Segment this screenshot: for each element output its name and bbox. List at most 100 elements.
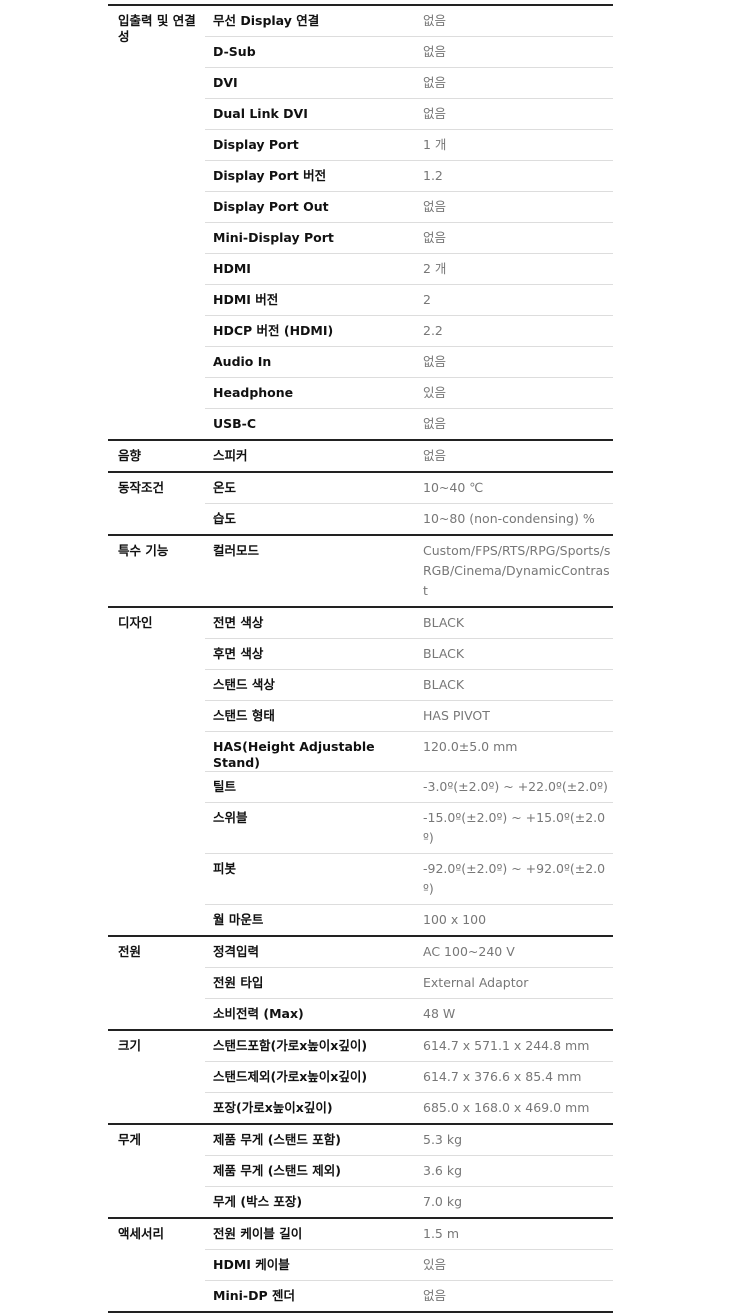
- spec-value: 100 x 100: [423, 912, 487, 927]
- spec-value: 없음: [423, 199, 447, 214]
- section-category: 입출력 및 연결성: [118, 13, 196, 44]
- spec-label: 정격입력: [213, 944, 260, 959]
- spec-value: 1.5 m: [423, 1226, 460, 1241]
- spec-value: 1 개: [423, 137, 447, 152]
- spec-label: Display Port 버전: [213, 168, 327, 183]
- spec-section: 무게 제품 무게 (스탠드 포함) 5.3 kg 제품 무게 (스탠드 제외) 3.6 …: [108, 1125, 613, 1219]
- spec-label: Display Port Out: [213, 199, 329, 214]
- spec-value: 5.3 kg: [423, 1132, 463, 1147]
- spec-row: 소비전력 (Max) 48 W: [205, 999, 613, 1029]
- spec-row: 포장(가로x높이x깊이) 685.0 x 168.0 x 469.0 mm: [205, 1093, 613, 1123]
- section-category: 음향: [118, 448, 142, 463]
- spec-label: 스탠드포함(가로x높이x깊이): [213, 1038, 368, 1053]
- spec-value: 685.0 x 168.0 x 469.0 mm: [423, 1100, 590, 1115]
- spec-table: 입출력 및 연결성 무선 Display 연결 없음 D-Sub 없음 DVI 없음 Dual…: [108, 4, 613, 1313]
- spec-value: HAS PIVOT: [423, 708, 490, 723]
- spec-label: Mini-DP 젠더: [213, 1288, 295, 1303]
- spec-label: Display Port: [213, 137, 299, 152]
- spec-value: 10~40 ℃: [423, 480, 484, 495]
- spec-value: 10~80 (non-condensing) %: [423, 511, 595, 526]
- spec-value: 120.0±5.0 mm: [423, 739, 518, 754]
- spec-row: 습도 10~80 (non-condensing) %: [205, 504, 613, 534]
- spec-row: Display Port 버전 1.2: [205, 161, 613, 192]
- spec-label: 제품 무게 (스탠드 포함): [213, 1132, 341, 1147]
- spec-value: External Adaptor: [423, 975, 529, 990]
- spec-label: 습도: [213, 511, 237, 526]
- spec-label: HDMI 버전: [213, 292, 279, 307]
- spec-section: 입출력 및 연결성 무선 Display 연결 없음 D-Sub 없음 DVI 없음 Dual…: [108, 6, 613, 441]
- section-category: 크기: [118, 1038, 142, 1053]
- spec-row: 온도 10~40 ℃: [205, 473, 613, 504]
- section-rows: 정격입력 AC 100~240 V 전원 타입 External Adaptor 소비전…: [205, 937, 613, 1029]
- section-category: 액세서리: [118, 1226, 165, 1241]
- spec-value: 있음: [423, 1257, 447, 1272]
- spec-label: 무선 Display 연결: [213, 13, 320, 28]
- spec-label: 스탠드 형태: [213, 708, 275, 723]
- spec-row: Headphone 있음: [205, 378, 613, 409]
- spec-row: HAS(Height Adjustable Stand) 120.0±5.0 mm: [205, 732, 613, 772]
- section-rows: 스피커 없음: [205, 441, 613, 471]
- spec-row: 스탠드 형태 HAS PIVOT: [205, 701, 613, 732]
- spec-value: 2.2: [423, 323, 443, 338]
- spec-label: 온도: [213, 480, 237, 495]
- spec-label: Mini-Display Port: [213, 230, 334, 245]
- spec-label: DVI: [213, 75, 238, 90]
- spec-section: 액세서리 전원 케이블 길이 1.5 m HDMI 케이블 있음 Mini-DP 젠더 없음: [108, 1219, 613, 1313]
- spec-row: 스탠드 색상 BLACK: [205, 670, 613, 701]
- spec-section: 크기 스탠드포함(가로x높이x깊이) 614.7 x 571.1 x 244.8 m…: [108, 1031, 613, 1125]
- section-category: 무게: [118, 1132, 142, 1147]
- spec-label: 틸트: [213, 779, 237, 794]
- spec-row: 틸트 -3.0º(±2.0º) ~ +22.0º(±2.0º): [205, 772, 613, 803]
- spec-label: HDMI: [213, 261, 251, 276]
- spec-value: 없음: [423, 106, 447, 121]
- section-rows: 온도 10~40 ℃ 습도 10~80 (non-condensing) %: [205, 473, 613, 534]
- spec-row: 스탠드제외(가로x높이x깊이) 614.7 x 376.6 x 85.4 mm: [205, 1062, 613, 1093]
- spec-value: 3.6 kg: [423, 1163, 463, 1178]
- spec-row: 월 마운트 100 x 100: [205, 905, 613, 935]
- spec-row: 피봇 -92.0º(±2.0º) ~ +92.0º(±2.0º): [205, 854, 613, 905]
- spec-value: 없음: [423, 44, 447, 59]
- spec-row: USB-C 없음: [205, 409, 613, 439]
- spec-label: 소비전력 (Max): [213, 1006, 304, 1021]
- spec-row: 후면 색상 BLACK: [205, 639, 613, 670]
- spec-value: 없음: [423, 416, 447, 431]
- spec-row: Audio In 없음: [205, 347, 613, 378]
- section-rows: 제품 무게 (스탠드 포함) 5.3 kg 제품 무게 (스탠드 제외) 3.6 kg…: [205, 1125, 613, 1217]
- spec-value: BLACK: [423, 677, 465, 692]
- spec-row: 제품 무게 (스탠드 제외) 3.6 kg: [205, 1156, 613, 1187]
- spec-value: 없음: [423, 75, 447, 90]
- spec-row: HDMI 2 개: [205, 254, 613, 285]
- spec-label: 스위블: [213, 810, 248, 825]
- spec-label: 월 마운트: [213, 912, 264, 927]
- spec-row: Mini-DP 젠더 없음: [205, 1281, 613, 1311]
- spec-section: 동작조건 온도 10~40 ℃ 습도 10~80 (non-condensing) %: [108, 473, 613, 536]
- spec-label: HAS(Height Adjustable Stand): [213, 739, 375, 770]
- spec-row: 스위블 -15.0º(±2.0º) ~ +15.0º(±2.0º): [205, 803, 613, 854]
- section-category: 전원: [118, 944, 142, 959]
- spec-value: 없음: [423, 230, 447, 245]
- spec-value: 48 W: [423, 1006, 456, 1021]
- spec-value: 없음: [423, 13, 447, 28]
- spec-label: 후면 색상: [213, 646, 264, 661]
- spec-label: Audio In: [213, 354, 272, 369]
- spec-value: BLACK: [423, 615, 465, 630]
- spec-row: 무게 (박스 포장) 7.0 kg: [205, 1187, 613, 1217]
- spec-label: 무게 (박스 포장): [213, 1194, 303, 1209]
- spec-label: 전면 색상: [213, 615, 264, 630]
- spec-value: 없음: [423, 354, 447, 369]
- spec-row: 전원 케이블 길이 1.5 m: [205, 1219, 613, 1250]
- spec-value: 2: [423, 292, 431, 307]
- spec-row: HDMI 버전 2: [205, 285, 613, 316]
- spec-value: 614.7 x 376.6 x 85.4 mm: [423, 1069, 582, 1084]
- spec-row: HDMI 케이블 있음: [205, 1250, 613, 1281]
- spec-row: Display Port 1 개: [205, 130, 613, 161]
- spec-value: 없음: [423, 1288, 447, 1303]
- spec-row: 전원 타입 External Adaptor: [205, 968, 613, 999]
- spec-label: HDCP 버전 (HDMI): [213, 323, 334, 338]
- spec-row: HDCP 버전 (HDMI) 2.2: [205, 316, 613, 347]
- spec-value: 1.2: [423, 168, 443, 183]
- spec-value: 2 개: [423, 261, 447, 276]
- spec-value: Custom/FPS/RTS/RPG/Sports/sRGB/Cinema/Dy…: [423, 543, 611, 598]
- spec-value: 614.7 x 571.1 x 244.8 mm: [423, 1038, 590, 1053]
- spec-value: -3.0º(±2.0º) ~ +22.0º(±2.0º): [423, 779, 608, 794]
